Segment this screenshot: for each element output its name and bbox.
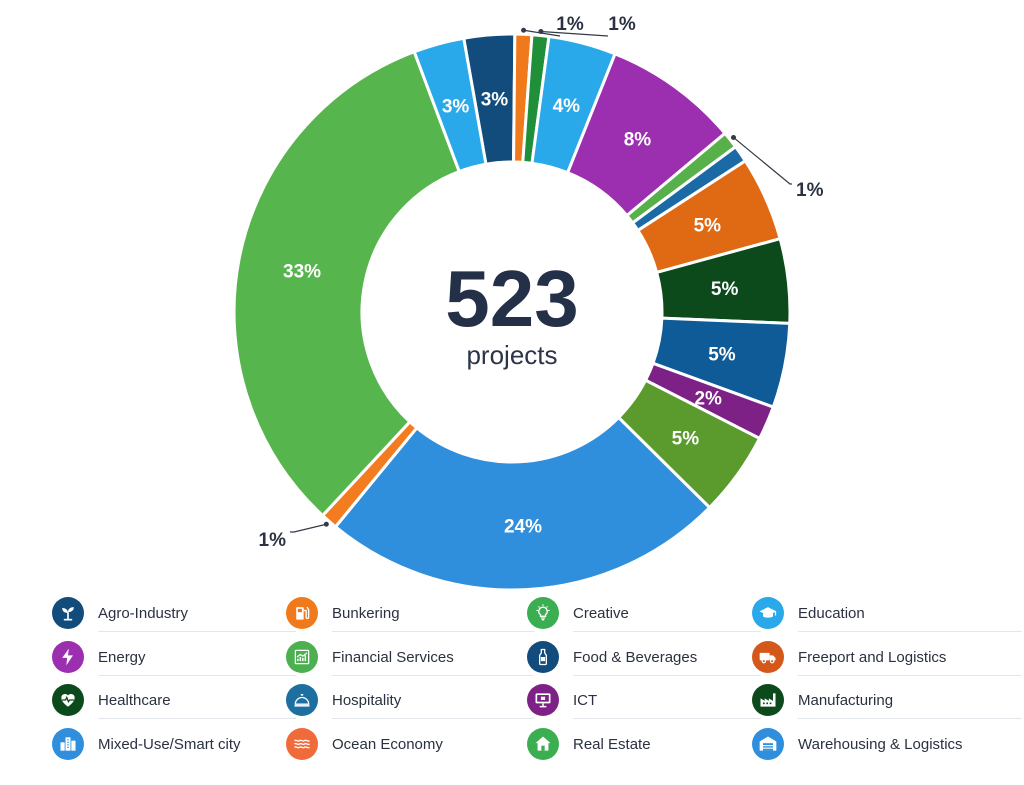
legend-item: Agro-Industry	[52, 593, 188, 633]
callout-labels: 1% 1% 1% 1%	[259, 14, 824, 551]
legend-label: Bunkering	[332, 604, 400, 622]
legend-label: Healthcare	[98, 691, 171, 709]
slice-label-3: 4%	[553, 96, 581, 117]
callout-label-1: 1%	[556, 14, 584, 35]
callout-label-5: 1%	[796, 180, 824, 201]
legend-label: Manufacturing	[798, 691, 894, 709]
bottle-icon	[527, 641, 559, 673]
legend-item: Energy	[52, 637, 146, 677]
slice-label-0: 3%	[481, 90, 509, 111]
legend-label: Financial Services	[332, 648, 454, 666]
callout-label-13: 1%	[259, 530, 287, 551]
legend-label: Mixed-Use/Smart city	[98, 735, 241, 753]
lightbulb-icon	[527, 597, 559, 629]
legend-item: Hospitality	[286, 680, 401, 720]
legend-item: Education	[752, 593, 865, 633]
lightning-icon	[52, 641, 84, 673]
slice-label-14: 33%	[283, 262, 321, 283]
callout-line-2	[540, 30, 609, 37]
legend-item: Bunkering	[286, 593, 400, 633]
legend-label: Hospitality	[332, 691, 402, 709]
legend-item: Manufacturing	[752, 680, 893, 720]
legend-item: Financial Services	[286, 637, 454, 677]
house-icon	[527, 728, 559, 760]
warehouse-icon	[752, 728, 784, 760]
callout-line-13	[290, 523, 327, 533]
legend-item: ICT	[527, 680, 597, 720]
slice-label-8: 5%	[711, 279, 739, 300]
slice-labels: 3% 4% 8% 5% 5% 5% 2% 5% 24% 33% 3%	[283, 90, 738, 538]
legend-label: Warehousing & Logistics	[798, 735, 963, 753]
legend-label: Food & Beverages	[573, 648, 698, 666]
factory-icon	[752, 684, 784, 716]
slice-label-10: 2%	[694, 388, 722, 409]
graduation-cap-icon	[752, 597, 784, 629]
slice-label-15: 3%	[442, 97, 470, 118]
city-buildings-icon	[52, 728, 84, 760]
callout-line-5	[733, 137, 792, 185]
slice-label-12: 24%	[504, 517, 542, 538]
legend-label: Education	[798, 604, 865, 622]
legend-label: Ocean Economy	[332, 735, 443, 753]
legend-item: Mixed-Use/Smart city	[52, 724, 241, 764]
legend-item: Creative	[527, 593, 629, 633]
legend-label: Freeport and Logistics	[798, 648, 947, 666]
slice-12	[333, 415, 712, 592]
slice-14	[232, 49, 462, 518]
center-total: 523	[445, 254, 578, 343]
legend-label: Energy	[98, 648, 146, 666]
slice-label-7: 5%	[694, 216, 722, 237]
truck-icon	[752, 641, 784, 673]
legend-label: Agro-Industry	[98, 604, 189, 622]
legend-label: ICT	[573, 691, 598, 709]
legend-item: Healthcare	[52, 680, 171, 720]
monitor-icon	[527, 684, 559, 716]
heart-pulse-icon	[52, 684, 84, 716]
callout-dot-2	[538, 28, 544, 34]
slice-label-9: 5%	[708, 344, 736, 365]
fuel-pump-icon	[286, 597, 318, 629]
callout-label-2: 1%	[608, 14, 636, 35]
legend-item: Real Estate	[527, 724, 651, 764]
legend-item: Warehousing & Logistics	[752, 724, 963, 764]
slice-15	[412, 36, 488, 174]
center-caption: projects	[466, 340, 557, 370]
service-bell-icon	[286, 684, 318, 716]
donut-slices	[232, 32, 792, 592]
legend-item: Ocean Economy	[286, 724, 443, 764]
legend-label: Real Estate	[573, 735, 651, 753]
growth-chart-icon	[286, 641, 318, 673]
legend-item: Freeport and Logistics	[752, 637, 946, 677]
legend-label: Creative	[573, 604, 629, 622]
waves-icon	[286, 728, 318, 760]
sprout-icon	[52, 597, 84, 629]
slice-label-4: 8%	[624, 130, 652, 151]
slice-label-11: 5%	[672, 428, 700, 449]
legend-item: Food & Beverages	[527, 637, 697, 677]
